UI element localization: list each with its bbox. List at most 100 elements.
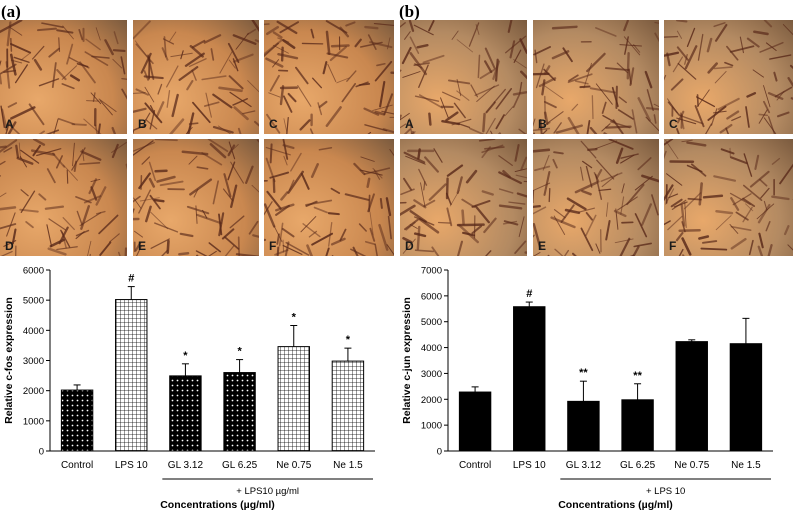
cell-fiber [533, 127, 551, 132]
cell-fiber [189, 178, 213, 196]
cell-fiber [571, 103, 579, 111]
cell-fiber [541, 79, 546, 96]
cell-fiber [519, 38, 527, 54]
cell-fiber [539, 119, 543, 134]
category-label: GL 3.12 [566, 460, 602, 471]
cell-fiber [771, 195, 790, 201]
cell-fiber [280, 191, 289, 201]
cell-fiber [46, 224, 53, 247]
category-label: LPS 10 [513, 460, 546, 471]
cell-fiber [461, 209, 465, 226]
cell-fiber [476, 85, 495, 102]
cell-fiber [715, 215, 732, 231]
significance-marker: * [346, 334, 351, 346]
cell-fiber [196, 213, 223, 225]
cell-fiber [732, 193, 752, 206]
cell-fiber [187, 112, 195, 134]
cell-fiber [56, 246, 78, 251]
cell-fiber [637, 97, 651, 122]
cell-fiber [498, 171, 522, 185]
cell-fiber [133, 197, 142, 209]
cell-fiber [676, 110, 685, 124]
cell-fiber [686, 141, 707, 147]
cell-fiber [485, 117, 496, 134]
cell-fiber [141, 156, 151, 165]
cell-fiber [729, 192, 751, 206]
cell-fiber [713, 175, 736, 182]
cell-fiber [687, 197, 702, 201]
cell-fiber [664, 150, 667, 160]
cell-fiber [242, 110, 256, 115]
cell-fiber [387, 37, 391, 50]
cell-fiber [413, 232, 427, 238]
cell-fiber [295, 66, 309, 85]
cell-fiber [133, 107, 147, 113]
cell-fiber [203, 34, 222, 44]
cell-fiber [181, 150, 209, 156]
cell-fiber [245, 165, 254, 184]
significance-marker: ** [633, 370, 642, 382]
cell-fiber [498, 188, 514, 194]
cell-fiber [20, 149, 40, 164]
cell-fiber [49, 238, 65, 248]
cell-fiber [616, 62, 629, 74]
cell-fiber [408, 118, 413, 134]
cell-fiber [612, 119, 624, 134]
cell-fiber [707, 62, 718, 74]
cell-fiber [667, 101, 680, 116]
y-tick-label: 6000 [421, 291, 442, 302]
c-jun-bar-chart: 0 1000 2000 3000 4000 5000 6000 7000 Relative c-… [401, 266, 773, 511]
cell-fiber [535, 63, 545, 89]
cell-fiber [139, 197, 160, 202]
cell-fiber [475, 24, 480, 35]
cell-fiber [442, 91, 461, 101]
cell-fiber [678, 228, 701, 232]
cell-fiber [134, 241, 142, 252]
cell-fiber [566, 197, 587, 211]
bar [513, 306, 546, 452]
cell-fiber [729, 45, 755, 53]
cell-fiber [418, 168, 428, 186]
cell-fiber [555, 124, 583, 134]
cell-fiber [514, 240, 527, 254]
cell-fiber [232, 98, 248, 106]
cell-fiber [572, 252, 577, 256]
cell-fiber [730, 225, 752, 231]
cell-fiber [719, 123, 733, 134]
cell-fiber [223, 173, 232, 198]
cell-fiber [773, 71, 778, 82]
cell-fiber [760, 187, 770, 199]
cell-fiber [16, 156, 34, 165]
cell-fiber [653, 114, 657, 124]
cell-fiber [232, 58, 239, 72]
cell-fiber [353, 162, 366, 176]
cell-fiber [726, 110, 740, 120]
cell-fiber [546, 111, 564, 124]
micrograph-label: D [5, 239, 14, 253]
cell-fiber [779, 163, 793, 185]
cell-fiber [585, 214, 597, 237]
cell-fiber [124, 247, 127, 256]
cell-fiber [713, 66, 733, 70]
cell-fiber [189, 45, 204, 58]
micrograph-F: F [664, 139, 793, 256]
cell-texture [400, 20, 527, 134]
cell-fiber [192, 101, 211, 124]
cell-fiber [10, 106, 36, 120]
cell-fiber [758, 232, 764, 249]
cell-fiber [596, 159, 615, 180]
cell-fiber [266, 25, 279, 36]
cell-fiber [742, 197, 756, 208]
cell-fiber [89, 253, 91, 256]
y-axis-label: Relative c-jun expression [401, 297, 413, 424]
y-tick-label: 4000 [421, 343, 442, 354]
cell-fiber [759, 178, 768, 187]
cell-fiber [653, 103, 659, 108]
cell-fiber [623, 20, 629, 32]
cell-fiber [462, 231, 476, 237]
cell-fiber [285, 241, 310, 256]
cell-fiber [275, 204, 291, 216]
cell-fiber [0, 105, 6, 128]
cell-fiber [591, 95, 594, 120]
cell-fiber [763, 20, 773, 28]
